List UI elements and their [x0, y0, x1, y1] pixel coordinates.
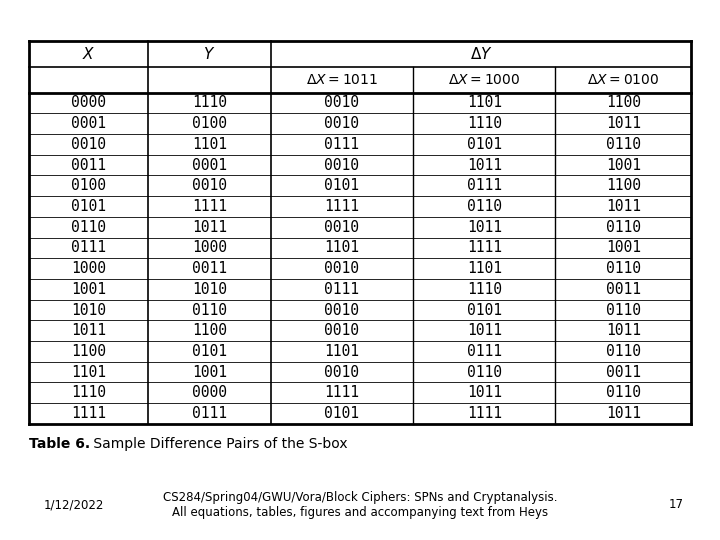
Text: 0010: 0010 [324, 323, 359, 338]
Text: $\Delta X = 0100$: $\Delta X = 0100$ [587, 72, 660, 86]
Text: 1011: 1011 [606, 199, 641, 214]
Text: $\Delta X = 1011$: $\Delta X = 1011$ [306, 72, 378, 86]
Text: 1001: 1001 [192, 364, 227, 380]
Text: 1011: 1011 [192, 220, 227, 235]
Text: 0010: 0010 [324, 220, 359, 235]
Text: 0010: 0010 [324, 116, 359, 131]
Text: 0000: 0000 [192, 386, 227, 400]
Text: $Y$: $Y$ [203, 45, 215, 62]
Text: 1110: 1110 [467, 282, 502, 297]
Text: 0110: 0110 [606, 220, 641, 235]
Text: 0010: 0010 [324, 96, 359, 111]
Text: 1011: 1011 [467, 386, 502, 400]
Text: 1111: 1111 [467, 406, 502, 421]
Text: 1001: 1001 [71, 282, 106, 297]
Text: 1011: 1011 [71, 323, 106, 338]
Text: 0010: 0010 [324, 364, 359, 380]
Text: 1110: 1110 [192, 96, 227, 111]
Text: 1101: 1101 [324, 240, 359, 255]
Text: 0110: 0110 [606, 344, 641, 359]
Text: 0110: 0110 [606, 302, 641, 318]
Text: 1011: 1011 [606, 406, 641, 421]
Text: 0001: 0001 [71, 116, 106, 131]
Text: 0101: 0101 [324, 406, 359, 421]
Text: 0110: 0110 [467, 199, 502, 214]
Text: 1101: 1101 [192, 137, 227, 152]
Text: 1100: 1100 [606, 96, 641, 111]
Text: CS284/Spring04/GWU/Vora/Block Ciphers: SPNs and Cryptanalysis.
All equations, ta: CS284/Spring04/GWU/Vora/Block Ciphers: S… [163, 491, 557, 519]
Text: 1011: 1011 [467, 220, 502, 235]
Text: 0110: 0110 [606, 386, 641, 400]
Text: 0110: 0110 [467, 364, 502, 380]
Text: 0010: 0010 [324, 158, 359, 173]
Text: 1111: 1111 [324, 386, 359, 400]
Text: 0101: 0101 [192, 344, 227, 359]
Text: 1010: 1010 [192, 282, 227, 297]
Text: 1/12/2022: 1/12/2022 [43, 498, 104, 511]
Text: 1011: 1011 [467, 323, 502, 338]
Text: 0000: 0000 [71, 96, 106, 111]
Text: 1100: 1100 [71, 344, 106, 359]
Text: 0011: 0011 [606, 282, 641, 297]
Text: 1101: 1101 [467, 261, 502, 276]
Text: 1011: 1011 [606, 323, 641, 338]
Text: 1101: 1101 [467, 96, 502, 111]
Text: 0010: 0010 [324, 302, 359, 318]
Text: 0110: 0110 [71, 220, 106, 235]
Text: 0111: 0111 [324, 137, 359, 152]
Text: Sample Difference Pairs of the S-box: Sample Difference Pairs of the S-box [89, 437, 347, 451]
Text: 0011: 0011 [71, 158, 106, 173]
Text: $\Delta X = 1000$: $\Delta X = 1000$ [448, 72, 521, 86]
Text: 1100: 1100 [192, 323, 227, 338]
Text: 0101: 0101 [467, 302, 502, 318]
Text: 1011: 1011 [467, 158, 502, 173]
Text: 0111: 0111 [467, 178, 502, 193]
Text: 0111: 0111 [467, 344, 502, 359]
Text: 0010: 0010 [324, 261, 359, 276]
Text: $\Delta Y$: $\Delta Y$ [469, 45, 492, 62]
Text: 1000: 1000 [192, 240, 227, 255]
Text: 0010: 0010 [71, 137, 106, 152]
Text: Table 6.: Table 6. [29, 437, 90, 451]
Text: 0011: 0011 [192, 261, 227, 276]
Text: 0100: 0100 [71, 178, 106, 193]
Text: 1001: 1001 [606, 240, 641, 255]
Text: 1100: 1100 [606, 178, 641, 193]
Text: 1111: 1111 [324, 199, 359, 214]
Text: 1110: 1110 [71, 386, 106, 400]
Text: 1111: 1111 [192, 199, 227, 214]
Text: 1101: 1101 [324, 344, 359, 359]
Text: $X$: $X$ [82, 45, 95, 62]
Text: 0100: 0100 [192, 116, 227, 131]
Text: 0111: 0111 [192, 406, 227, 421]
Text: 0111: 0111 [324, 282, 359, 297]
Text: 1001: 1001 [606, 158, 641, 173]
Text: 1110: 1110 [467, 116, 502, 131]
Text: 0001: 0001 [192, 158, 227, 173]
Text: 1101: 1101 [71, 364, 106, 380]
Text: 1010: 1010 [71, 302, 106, 318]
Text: 0111: 0111 [71, 240, 106, 255]
Text: 0101: 0101 [71, 199, 106, 214]
Text: 0110: 0110 [606, 261, 641, 276]
Text: 1111: 1111 [467, 240, 502, 255]
Text: 0110: 0110 [606, 137, 641, 152]
Text: 1011: 1011 [606, 116, 641, 131]
Text: 1111: 1111 [71, 406, 106, 421]
Text: 0010: 0010 [192, 178, 227, 193]
Text: 0011: 0011 [606, 364, 641, 380]
Text: 0101: 0101 [324, 178, 359, 193]
Text: 0101: 0101 [467, 137, 502, 152]
Text: 17: 17 [669, 498, 684, 511]
Text: 1000: 1000 [71, 261, 106, 276]
Text: 0110: 0110 [192, 302, 227, 318]
